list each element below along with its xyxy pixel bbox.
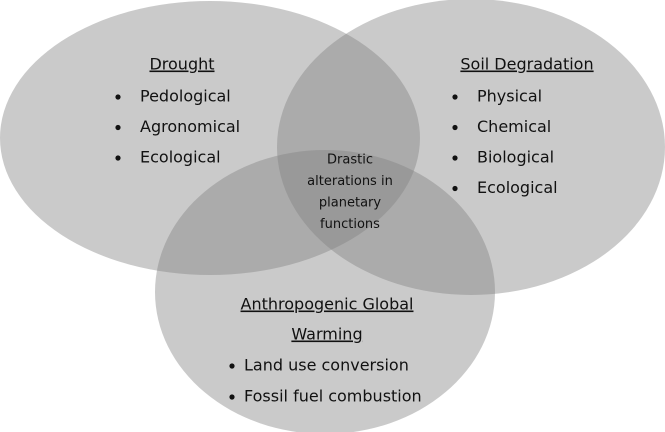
group-title: Warming — [291, 325, 362, 344]
group-item: Chemical — [477, 117, 551, 136]
soil-degradation-circle — [277, 0, 665, 295]
drought-circle — [0, 1, 420, 275]
warming-circle — [155, 150, 495, 432]
bullet — [452, 94, 458, 100]
center-label: planetary — [319, 196, 381, 211]
bullet — [115, 94, 121, 100]
group-item: Biological — [477, 148, 554, 167]
group-item: Agronomical — [140, 117, 240, 136]
group-title: Drought — [149, 55, 214, 74]
bullet — [452, 155, 458, 161]
bullet — [452, 185, 458, 192]
bullet — [115, 124, 121, 131]
group-item: Fossil fuel combustion — [244, 387, 422, 406]
group-title: Anthropogenic Global — [241, 295, 414, 314]
group-item: Land use conversion — [244, 356, 409, 375]
group-item: Physical — [477, 87, 542, 106]
center-label: Drastic — [327, 153, 373, 168]
bullet — [229, 394, 235, 400]
group-item: Ecological — [140, 148, 221, 167]
bullet — [452, 124, 458, 131]
group-item: Pedological — [140, 87, 231, 106]
bullet — [229, 363, 235, 369]
group-item: Ecological — [477, 178, 558, 197]
center-label: functions — [320, 217, 380, 232]
bullet — [115, 155, 121, 161]
center-label: alterations in — [307, 174, 393, 189]
group-title: Soil Degradation — [460, 55, 593, 74]
